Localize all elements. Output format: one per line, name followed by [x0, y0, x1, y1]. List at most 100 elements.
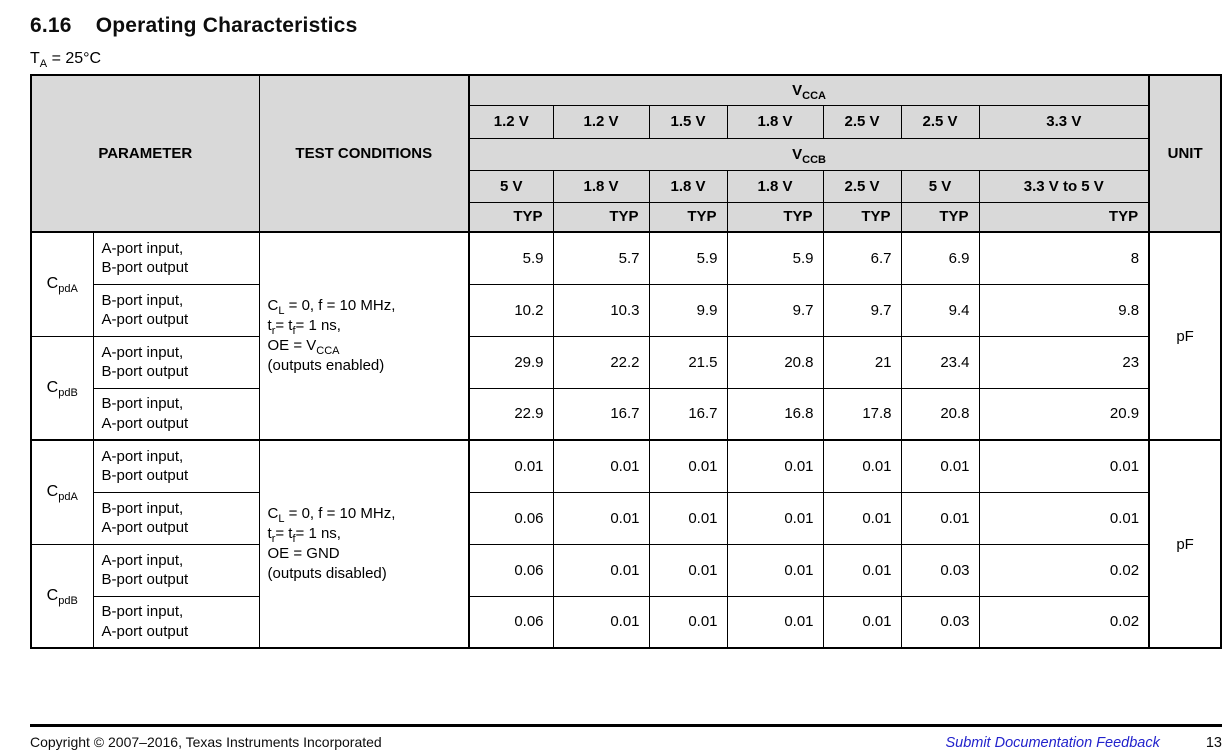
description-line: B-port output: [101, 467, 189, 485]
vccb-voltage-header: 1.8 V: [648, 169, 728, 203]
header-row-typ: TYP TYP TYP TYP TYP TYP TYP: [31, 201, 1221, 233]
footer-right-group: Submit Documentation Feedback 13: [945, 735, 1222, 751]
symbol-base: C: [46, 586, 59, 604]
parameter-description: B-port input, A-port output: [92, 595, 260, 649]
typ-header: TYP: [468, 201, 554, 233]
symbol-subscript: pdA: [58, 491, 78, 504]
test-conditions-disabled: CL = 0, f = 10 MHz, tr= tf= 1 ns, OE = G…: [258, 439, 471, 649]
typ-value: 20.8: [726, 335, 824, 389]
typ-header: TYP: [978, 201, 1150, 233]
header-row-vcca-values: 1.2 V 1.2 V 1.5 V 1.8 V 2.5 V 2.5 V 3.3 …: [31, 104, 1221, 139]
typ-value: 0.01: [552, 595, 650, 649]
parameter-description: A-port input, B-port output: [92, 439, 260, 493]
typ-value: 0.01: [468, 439, 554, 493]
copyright-notice: Copyright © 2007–2016, Texas Instruments…: [30, 734, 382, 750]
parameter-description: A-port input, B-port output: [92, 231, 260, 285]
typ-value: 0.01: [552, 543, 650, 597]
table-row: B-port input, A-port output 10.2 10.3 9.…: [31, 283, 1221, 337]
temperature-value: = 25°C: [47, 50, 102, 67]
page-footer: Copyright © 2007–2016, Texas Instruments…: [30, 724, 1222, 751]
vcca-voltage-header: 1.8 V: [726, 104, 824, 139]
typ-header: TYP: [822, 201, 902, 233]
parameter-description: B-port input, A-port output: [92, 387, 260, 441]
parameter-symbol-cpda: CpdA: [30, 231, 94, 337]
test-conditions-enabled: CL = 0, f = 10 MHz, tr= tf= 1 ns, OE = V…: [258, 231, 471, 441]
operating-characteristics-table: PARAMETER TEST CONDITIONS VCCA UNIT 1.2 …: [30, 74, 1223, 649]
vcca-voltage-header: 1.2 V: [468, 104, 554, 139]
typ-value: 21.5: [648, 335, 728, 389]
typ-value: 20.8: [900, 387, 980, 441]
symbol-base: C: [46, 378, 59, 396]
vccb-label: V: [792, 145, 803, 163]
tc-line: tr= tf= 1 ns,: [267, 317, 341, 338]
typ-value: 5.9: [726, 231, 824, 285]
parameter-description: A-port input, B-port output: [92, 543, 260, 597]
vccb-voltage-header: 5 V: [900, 169, 980, 203]
typ-value: 0.01: [900, 439, 980, 493]
typ-value: 16.7: [552, 387, 650, 441]
typ-value: 0.01: [822, 439, 902, 493]
typ-value: 0.01: [900, 491, 980, 545]
table-row: B-port input, A-port output 0.06 0.01 0.…: [31, 491, 1221, 545]
parameter-symbol-cpdb: CpdB: [30, 335, 94, 441]
description-line: B-port input,: [101, 603, 184, 621]
header-row-vccb: VCCB: [31, 137, 1221, 171]
tc-line: (outputs disabled): [267, 564, 387, 582]
description-line: B-port output: [101, 571, 189, 588]
tc-line: (outputs enabled): [267, 356, 385, 374]
description-line: B-port output: [101, 363, 189, 380]
typ-value: 5.9: [648, 231, 728, 285]
typ-value: 22.2: [552, 335, 650, 389]
typ-value: 0.01: [726, 595, 824, 649]
typ-value: 9.9: [648, 283, 728, 337]
parameter-symbol-cpdb: CpdB: [30, 543, 94, 649]
typ-value: 0.01: [822, 491, 902, 545]
symbol-base: C: [46, 275, 59, 293]
unit-column-header: UNIT: [1148, 74, 1222, 233]
vccb-voltage-header: 1.8 V: [726, 169, 824, 203]
description-line: A-port output: [101, 519, 189, 536]
typ-value: 16.8: [726, 387, 824, 441]
typ-value: 17.8: [822, 387, 902, 441]
description-line: B-port input,: [101, 291, 184, 309]
typ-value: 5.7: [552, 231, 650, 285]
submit-documentation-feedback-link[interactable]: Submit Documentation Feedback: [945, 735, 1160, 751]
typ-value: 9.4: [900, 283, 980, 337]
header-row-vccb-values: 5 V 1.8 V 1.8 V 1.8 V 2.5 V 5 V 3.3 V to…: [31, 169, 1221, 203]
temperature-subscript: A: [39, 58, 48, 71]
typ-header: TYP: [900, 201, 980, 233]
unit-value: pF: [1148, 231, 1222, 441]
typ-value: 0.06: [468, 543, 554, 597]
header-row-vcca: PARAMETER TEST CONDITIONS VCCA UNIT: [30, 74, 1222, 233]
typ-value: 21: [822, 335, 902, 389]
typ-value: 16.7: [648, 387, 728, 441]
unit-value: pF: [1148, 439, 1222, 649]
typ-value: 23.4: [900, 335, 980, 389]
typ-value: 9.7: [822, 283, 902, 337]
vccb-voltage-header: 5 V: [468, 169, 554, 203]
table-row: B-port input, A-port output 22.9 16.7 16…: [31, 387, 1221, 441]
vccb-voltage-header: 2.5 V: [822, 169, 902, 203]
typ-value: 0.01: [726, 543, 824, 597]
symbol-subscript: pdB: [58, 386, 78, 399]
table-row: CpdB A-port input, B-port output 29.9 22…: [30, 335, 1221, 441]
typ-value: 5.9: [468, 231, 554, 285]
section-number: 6.16: [30, 14, 72, 37]
typ-value: 9.8: [978, 283, 1150, 337]
description-line: B-port input,: [101, 395, 184, 413]
parameter-symbol-cpda: CpdA: [30, 439, 94, 545]
typ-value: 10.2: [468, 283, 554, 337]
typ-value: 0.01: [978, 491, 1150, 545]
vcca-voltage-header: 1.5 V: [648, 104, 728, 139]
vcca-voltage-header: 2.5 V: [900, 104, 980, 139]
typ-value: 8: [978, 231, 1150, 285]
test-temperature-condition: TA = 25°C: [30, 50, 1222, 71]
datasheet-page: 6.16 Operating Characteristics TA = 25°C …: [30, 14, 1223, 649]
typ-value: 0.01: [648, 543, 728, 597]
table-row: B-port input, A-port output 0.06 0.01 0.…: [31, 595, 1221, 649]
temperature-symbol: T: [30, 50, 40, 67]
typ-value: 10.3: [552, 283, 650, 337]
vccb-subscript: CCB: [802, 153, 826, 166]
typ-value: 0.02: [978, 543, 1150, 597]
vcca-voltage-header: 3.3 V: [978, 104, 1150, 139]
